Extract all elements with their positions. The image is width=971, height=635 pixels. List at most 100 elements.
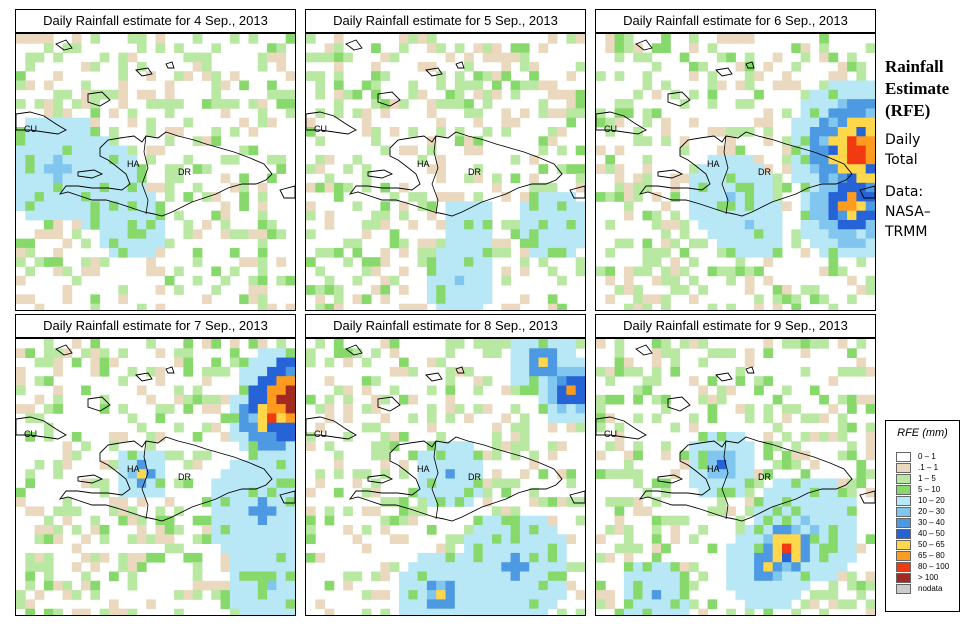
rainfall-cell: [529, 376, 539, 386]
rainfall-cell: [744, 173, 755, 184]
rainfall-cell: [791, 534, 801, 544]
rainfall-cell: [837, 450, 848, 461]
rainfall-cell: [371, 220, 381, 230]
rainfall-cell: [575, 404, 585, 414]
rainfall-cell: [164, 192, 175, 202]
rainfall-cell: [155, 266, 166, 277]
rainfall-cell: [333, 285, 344, 295]
rainfall-cell: [865, 43, 875, 53]
rainfall-cell: [519, 543, 530, 554]
rainfall-cell: [473, 552, 484, 563]
rainfall-cell: [239, 515, 249, 526]
rainfall-cell: [847, 441, 857, 451]
rainfall-cell: [118, 80, 128, 91]
rainfall-cell: [809, 229, 820, 239]
rainfall-cell: [389, 192, 400, 202]
rainfall-cell: [343, 348, 353, 358]
rainfall-cell: [837, 80, 848, 91]
rainfall-cell: [707, 164, 718, 174]
rainfall-cell: [426, 469, 437, 479]
rainfall-cell: [267, 303, 277, 310]
rainfall-cell: [529, 61, 539, 72]
rainfall-cell: [557, 497, 567, 507]
rainfall-cell: [90, 89, 101, 100]
rainfall-cell: [361, 229, 372, 239]
rainfall-cell: [445, 404, 456, 414]
rainfall-cell: [408, 506, 418, 517]
rainfall-cell: [763, 376, 774, 386]
rainfall-cell: [333, 303, 344, 310]
rainfall-cell: [220, 552, 231, 563]
rainfall-cell: [257, 515, 268, 526]
rainfall-cell: [454, 590, 465, 600]
legend-item: 5 – 10: [896, 485, 956, 496]
rainfall-cell: [791, 61, 801, 72]
rainfall-cell: [239, 608, 249, 615]
rainfall-cell: [519, 525, 530, 535]
rainfall-cell: [371, 590, 381, 600]
rainfall-cell: [155, 182, 166, 193]
rainfall-cell: [239, 404, 249, 414]
rainfall-cell: [865, 108, 875, 119]
rainfall-cell: [819, 43, 829, 53]
rainfall-cell: [343, 89, 353, 100]
rainfall-cell: [689, 599, 699, 610]
rainfall-cell: [557, 238, 567, 249]
rainfall-cell: [25, 182, 35, 193]
legend-label: nodata: [918, 584, 943, 593]
rainfall-cell: [257, 422, 268, 433]
rainfall-cell: [735, 469, 746, 479]
rainfall-cell: [127, 478, 138, 489]
rainfall-cell: [744, 285, 755, 295]
rainfall-cell: [276, 432, 287, 442]
rainfall-cell: [276, 404, 287, 414]
rainfall-cell: [847, 145, 857, 156]
rainfall-cell: [248, 127, 259, 137]
rainfall-cell: [614, 432, 625, 442]
legend-label: 5 – 10: [918, 485, 941, 494]
rainfall-cell: [547, 441, 558, 451]
rainfall-cell: [763, 117, 774, 128]
rainfall-cell: [53, 525, 63, 535]
rainfall-cell: [333, 339, 344, 349]
rainfall-cell: [352, 89, 363, 100]
rainfall-cell: [90, 145, 101, 156]
rainfall-cell: [800, 599, 811, 610]
rainfall-cell: [519, 238, 530, 249]
rainfall-cell: [651, 580, 662, 591]
rainfall-cell: [847, 487, 857, 498]
rainfall-cell: [772, 515, 783, 526]
rainfall-cell: [670, 590, 681, 600]
rainfall-cell: [371, 266, 381, 277]
rainfall-cell: [436, 154, 446, 165]
rainfall-cell: [809, 173, 820, 184]
rainfall-cell: [454, 552, 465, 563]
rainfall-cell: [623, 543, 634, 554]
rainfall-cell: [464, 590, 474, 600]
rainfall-cell: [763, 238, 774, 249]
rainfall-cell: [34, 136, 45, 146]
rainfall-cell: [473, 450, 484, 461]
rainfall-cell: [614, 525, 625, 535]
rainfall-cell: [136, 210, 147, 221]
rainfall-cell: [492, 173, 502, 184]
rainfall-cell: [276, 497, 287, 507]
rainfall-cell: [81, 80, 91, 91]
rainfall-cell: [623, 590, 634, 600]
rainfall-cell: [417, 89, 428, 100]
rainfall-cell: [408, 571, 418, 582]
rainfall-cell: [744, 608, 755, 615]
rainfall-cell: [791, 571, 801, 582]
rainfall-cell: [856, 80, 867, 91]
rainfall-cell: [380, 145, 391, 156]
rainfall-cell: [716, 192, 727, 202]
rainfall-cell: [642, 571, 653, 582]
rainfall-cell: [352, 275, 363, 286]
rainfall-cell: [220, 562, 231, 572]
rainfall-cell: [473, 201, 484, 212]
rainfall-cell: [43, 580, 54, 591]
coastline-path: [859, 185, 875, 199]
rainfall-cell: [633, 478, 643, 489]
rainfall-cell: [164, 89, 175, 100]
rainfall-cell: [510, 89, 521, 100]
